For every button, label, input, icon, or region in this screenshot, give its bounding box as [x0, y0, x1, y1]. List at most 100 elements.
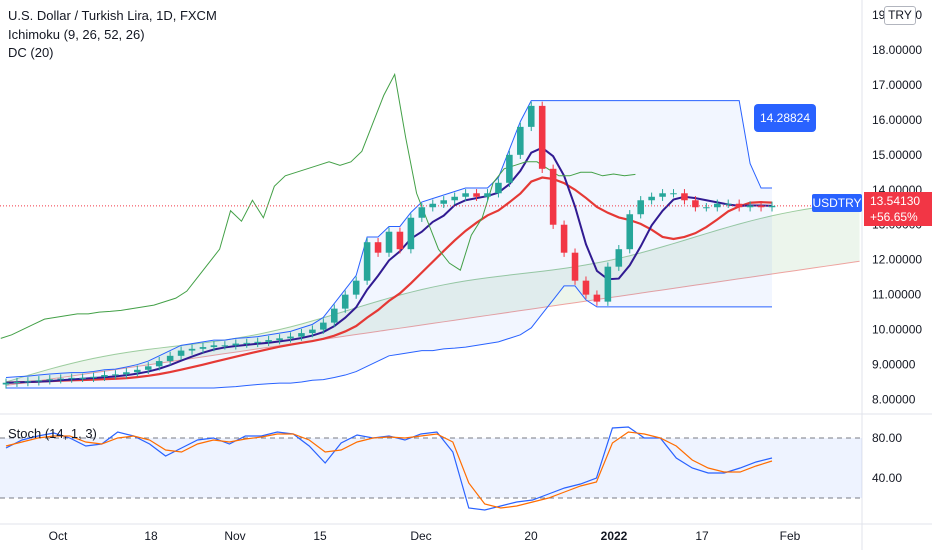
- candle: [604, 266, 612, 302]
- kijun-line: [5, 176, 773, 384]
- chart-title: U.S. Dollar / Turkish Lira, 1D, FXCM: [8, 8, 217, 23]
- candle: [484, 193, 491, 197]
- candle: [199, 347, 207, 349]
- price-tick-label: 18.00000: [872, 43, 922, 57]
- candle: [637, 200, 644, 215]
- candle: [517, 126, 524, 155]
- stoch-legend[interactable]: Stoch (14, 1, 3): [8, 426, 97, 441]
- candle: [768, 205, 776, 208]
- price-tick-label: 12.00000: [872, 253, 922, 267]
- candle: [320, 322, 327, 330]
- candle: [451, 196, 458, 201]
- candle: [473, 193, 480, 197]
- candle: [112, 374, 119, 376]
- candle: [724, 203, 732, 205]
- candle: [757, 205, 765, 208]
- candle: [462, 193, 469, 197]
- candle: [703, 207, 710, 209]
- candle: [210, 345, 218, 348]
- candle: [2, 382, 10, 385]
- candle: [735, 203, 743, 208]
- candle: [582, 280, 590, 295]
- candle: [407, 217, 415, 250]
- chikou-span: [0, 72, 636, 339]
- candle: [287, 336, 294, 339]
- candle: [232, 343, 240, 346]
- candle: [254, 341, 261, 343]
- price-tick-label: 17.00000: [872, 78, 922, 92]
- candle: [714, 203, 721, 208]
- ichimoku-legend[interactable]: Ichimoku (9, 26, 52, 26): [8, 27, 145, 42]
- ichimoku-cloud: [6, 201, 860, 386]
- price-tick-label: 8.00000: [872, 393, 916, 407]
- candle: [352, 280, 360, 295]
- candle: [309, 329, 316, 334]
- time-tick-label: Oct: [49, 529, 68, 543]
- last-price-tag: 13.54130 +56.65%: [864, 192, 932, 226]
- candle: [615, 249, 623, 267]
- symbol-badge: USDTRY: [812, 194, 862, 212]
- candle: [440, 200, 447, 204]
- time-tick-label: Feb: [780, 529, 801, 543]
- time-tick-label: 15: [313, 529, 327, 543]
- stoch-tick-label: 40.00: [872, 471, 902, 485]
- candle: [177, 350, 185, 356]
- candle: [549, 168, 557, 225]
- time-tick-label: 18: [144, 529, 158, 543]
- candle: [46, 379, 54, 381]
- time-tick-label: Nov: [224, 529, 245, 543]
- candle: [341, 294, 349, 309]
- candle: [648, 196, 655, 201]
- candle: [331, 308, 338, 323]
- candle: [659, 193, 666, 197]
- candle: [527, 105, 535, 127]
- candle: [506, 154, 513, 183]
- time-tick-label: 20: [524, 529, 538, 543]
- candle: [79, 377, 86, 379]
- senkou-span-a: [5, 201, 860, 383]
- time-tick-label: 17: [695, 529, 709, 543]
- time-tick-label: 2022: [601, 529, 628, 543]
- stoch-tick-label: 80.00: [872, 431, 902, 445]
- candle: [188, 348, 196, 351]
- price-tick-label: 11.00000: [872, 288, 921, 302]
- currency-badge[interactable]: TRY: [884, 6, 916, 25]
- candle: [265, 340, 272, 342]
- tenkan-line: [5, 146, 773, 384]
- price-tick-label: 15.00000: [872, 148, 922, 162]
- candle: [538, 105, 546, 169]
- candle: [134, 369, 141, 373]
- candle: [144, 366, 152, 370]
- candle: [429, 203, 437, 208]
- price-tick-label: 16.00000: [872, 113, 922, 127]
- candle: [692, 200, 699, 208]
- candle: [385, 231, 393, 253]
- candle: [363, 242, 371, 281]
- candle: [298, 333, 305, 337]
- candle: [155, 361, 163, 367]
- candle: [221, 345, 229, 347]
- candle: [746, 205, 754, 208]
- last-price-change: +56.65%: [870, 210, 918, 224]
- candle: [35, 380, 43, 382]
- price-tick-label: 10.00000: [872, 323, 922, 337]
- last-price-value: 13.54130: [870, 194, 921, 208]
- candle: [418, 207, 426, 218]
- time-tick-label: Dec: [410, 529, 431, 543]
- candle: [495, 182, 502, 194]
- candle: [68, 377, 75, 379]
- stoch-d-line: [5, 431, 773, 509]
- candle: [593, 294, 601, 302]
- candle: [90, 376, 97, 378]
- donchian-upper: [5, 100, 772, 378]
- candle: [681, 193, 688, 201]
- candle: [166, 355, 174, 362]
- donchian-legend[interactable]: DC (20): [8, 45, 54, 60]
- candle: [101, 375, 108, 377]
- candle: [13, 382, 21, 384]
- candle: [276, 338, 283, 341]
- price-tooltip: 14.28824: [754, 104, 816, 132]
- candle: [571, 252, 579, 281]
